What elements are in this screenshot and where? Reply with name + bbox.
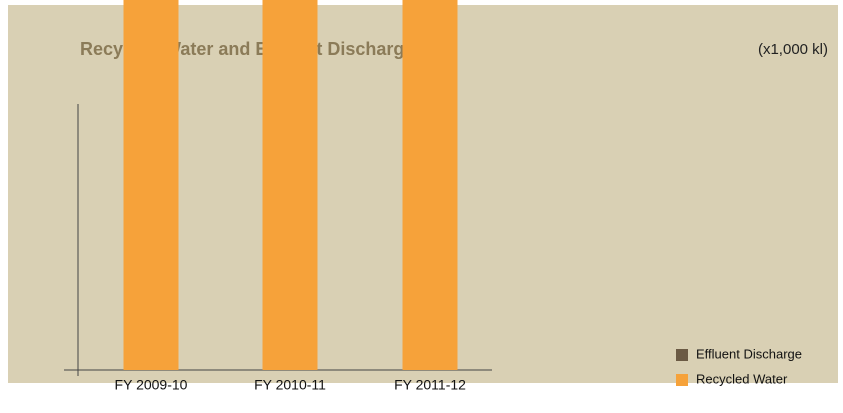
x-tick-label: FY 2009-10 xyxy=(115,377,188,393)
legend-swatch xyxy=(676,374,688,386)
x-tick-label: FY 2011-12 xyxy=(394,377,466,393)
bar-segment xyxy=(402,0,458,370)
bar-segment xyxy=(262,0,318,370)
unit-label: (x1,000 kl) xyxy=(758,41,828,58)
legend-label: Recycled Water xyxy=(696,371,788,386)
bar-segment xyxy=(123,0,179,370)
legend-label: Effluent Discharge xyxy=(696,346,802,361)
x-tick-label: FY 2010-11 xyxy=(254,377,326,393)
legend-swatch xyxy=(676,349,688,361)
